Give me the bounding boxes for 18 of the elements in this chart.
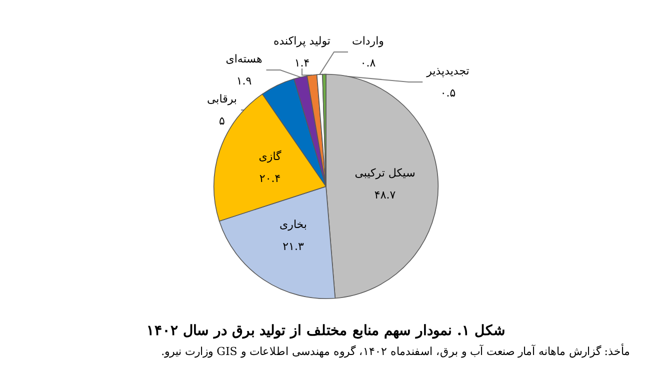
slice-label: برقابی	[207, 92, 237, 106]
slice-label: بخاری	[280, 218, 307, 232]
slice-label: هسته‌ای	[226, 52, 262, 66]
data-label: ۱.۴	[294, 56, 310, 70]
data-label: ۲۱.۳	[282, 240, 304, 254]
slice-label: تجدیدپذیر	[426, 64, 470, 78]
slice-label: گازی	[258, 150, 282, 163]
slice-label: سیکل ترکیبی	[354, 166, 416, 180]
data-label: ۱.۹	[236, 74, 252, 88]
data-label: ۵	[219, 114, 226, 128]
data-label: ۰.۵	[440, 86, 456, 100]
text: مأخذ: گزارش ماهانه آمار صنعت آب و برق، اسفندماه ۱۴۰۲، گروه مهندسی اطلاعات و GIS وزارت نیرو.	[161, 345, 630, 358]
text: شکل ۱. نمودار سهم منابع مختلف از تولید برق در سال ۱۴۰۲	[145, 322, 507, 339]
slice-label: واردات	[352, 34, 384, 48]
data-label: ۲۰.۴	[259, 172, 281, 185]
data-label: ۰.۸	[360, 56, 376, 70]
data-label: ۴۸.۷	[374, 188, 396, 202]
slice-label: تولید پراکنده	[274, 34, 330, 48]
